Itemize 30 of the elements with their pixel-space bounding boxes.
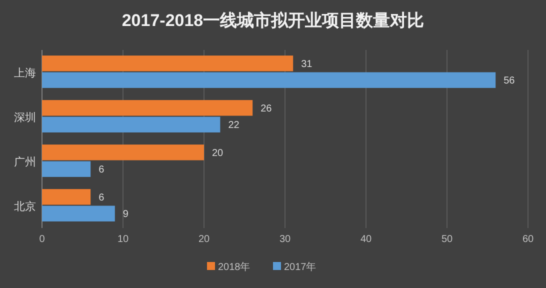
- bar: [42, 206, 115, 222]
- data-label: 26: [260, 103, 272, 114]
- data-label: 6: [98, 192, 105, 204]
- x-tick-label: 40: [360, 234, 372, 245]
- bar: [42, 56, 294, 72]
- y-tick-label: 北京: [14, 200, 36, 213]
- data-label: 31: [301, 58, 313, 70]
- bar: [42, 144, 204, 160]
- x-tick-label: 30: [279, 234, 291, 245]
- data-label: 56: [504, 76, 516, 87]
- x-tick-label: 20: [198, 234, 210, 245]
- x-tick-label: 0: [39, 234, 46, 245]
- bar: [42, 72, 496, 88]
- bar: [42, 100, 253, 116]
- legend-label: 2017年: [284, 261, 316, 273]
- data-label: 20: [212, 148, 224, 159]
- x-tick-label: 60: [522, 234, 534, 245]
- legend-label: 2018年: [218, 261, 250, 273]
- bar: [42, 161, 91, 177]
- x-tick-label: 50: [441, 234, 453, 245]
- bar: [42, 116, 220, 132]
- y-tick-label: 深圳: [14, 110, 36, 124]
- data-label: 6: [98, 164, 105, 176]
- data-label: 22: [228, 120, 240, 132]
- y-tick-label: 广州: [14, 155, 36, 168]
- data-label: 9: [122, 209, 129, 220]
- y-tick-label: 上海: [14, 66, 36, 80]
- bar: [42, 189, 91, 205]
- x-tick-label: 10: [117, 234, 129, 245]
- chart-title: 2017-2018一线城市拟开业项目数量对比: [122, 11, 424, 30]
